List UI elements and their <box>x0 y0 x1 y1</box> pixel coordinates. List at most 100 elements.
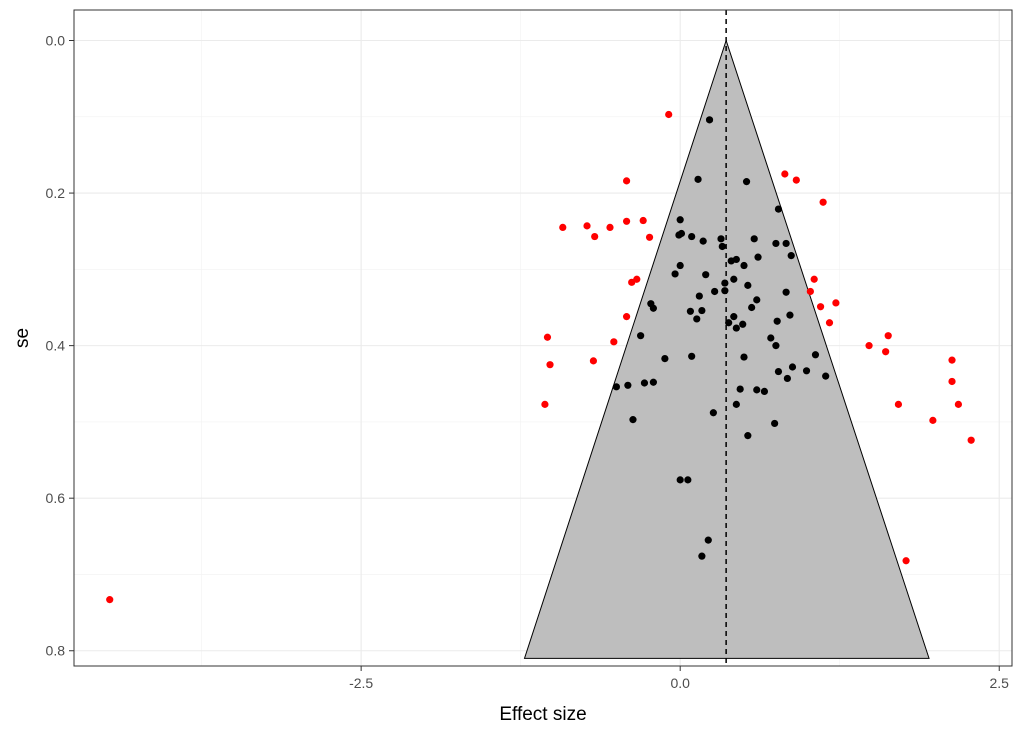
point-inside <box>754 253 762 261</box>
x-axis: -2.5 0.0 2.5 <box>349 666 1009 691</box>
point-inside <box>649 378 657 386</box>
point-inside <box>730 275 738 283</box>
point-inside <box>802 367 811 375</box>
point-inside <box>676 261 684 270</box>
point-inside <box>748 303 756 312</box>
point-inside <box>624 381 632 389</box>
point-inside <box>688 232 696 241</box>
x-tick-label: 2.5 <box>990 675 1010 691</box>
point-inside <box>702 271 710 279</box>
point-outside <box>781 170 789 178</box>
point-inside <box>637 332 645 340</box>
y-tick-label: 0.2 <box>46 185 66 201</box>
point-outside <box>832 299 840 307</box>
point-inside <box>782 288 790 296</box>
point-outside <box>589 357 598 365</box>
point-outside <box>583 222 591 230</box>
point-outside <box>622 313 631 321</box>
point-inside <box>676 216 684 224</box>
point-inside <box>725 319 733 327</box>
point-inside <box>732 255 740 264</box>
point-inside <box>705 116 714 124</box>
y-tick-label: 0.8 <box>46 643 66 659</box>
point-inside <box>811 351 820 359</box>
point-inside <box>750 235 758 243</box>
point-inside <box>704 536 712 544</box>
point-inside <box>661 354 669 363</box>
point-outside <box>622 177 631 185</box>
point-outside <box>633 275 641 283</box>
point-inside <box>822 372 830 380</box>
x-tick-label: -2.5 <box>349 675 373 691</box>
point-outside <box>622 217 631 225</box>
point-outside <box>884 332 892 340</box>
point-inside <box>671 270 679 278</box>
point-inside <box>740 261 748 270</box>
point-inside <box>721 287 729 295</box>
point-inside <box>677 229 686 238</box>
point-inside <box>721 279 729 287</box>
point-inside <box>709 409 717 417</box>
point-outside <box>929 416 937 424</box>
point-outside <box>816 303 825 311</box>
point-inside <box>693 315 701 323</box>
x-axis-title: Effect size <box>499 704 586 725</box>
point-inside <box>739 320 747 328</box>
point-outside <box>882 348 890 356</box>
point-outside <box>894 400 903 408</box>
point-inside <box>783 374 791 383</box>
point-inside <box>699 237 707 245</box>
point-outside <box>639 216 647 225</box>
x-tick-label: 0.0 <box>670 675 690 691</box>
point-outside <box>591 232 599 241</box>
point-outside <box>106 596 114 604</box>
panel-border <box>73 9 1013 667</box>
point-inside <box>773 317 781 325</box>
point-outside <box>954 400 963 408</box>
y-tick-label: 0.4 <box>46 338 66 354</box>
point-inside <box>753 296 761 304</box>
point-outside <box>546 361 554 369</box>
y-tick-label: 0.0 <box>46 33 66 49</box>
point-inside <box>676 476 684 484</box>
point-inside <box>698 552 706 560</box>
point-inside <box>629 416 637 424</box>
point-inside <box>744 432 752 440</box>
point-inside <box>782 239 790 248</box>
point-inside <box>736 385 744 393</box>
point-outside <box>948 356 956 364</box>
point-inside <box>744 281 752 289</box>
point-inside <box>753 386 761 394</box>
points <box>106 110 975 604</box>
point-inside <box>772 239 780 248</box>
point-inside <box>684 476 692 484</box>
point-inside <box>695 292 703 300</box>
point-inside <box>774 205 783 213</box>
point-inside <box>732 324 740 332</box>
point-inside <box>718 242 726 251</box>
point-outside <box>902 557 910 565</box>
y-axis: 0.0 0.2 0.4 0.6 0.8 <box>46 33 74 659</box>
point-outside <box>610 338 618 346</box>
point-outside <box>606 223 614 231</box>
point-outside <box>543 333 552 341</box>
point-outside <box>792 176 800 184</box>
point-inside <box>787 252 795 260</box>
point-inside <box>686 307 695 315</box>
point-outside <box>541 400 549 408</box>
point-inside <box>732 400 740 408</box>
point-outside <box>645 233 654 241</box>
point-outside <box>665 110 673 119</box>
point-inside <box>649 304 657 312</box>
point-outside <box>819 198 827 206</box>
point-inside <box>760 387 769 395</box>
y-tick-label: 0.6 <box>46 490 66 506</box>
point-inside <box>742 178 751 186</box>
point-inside <box>774 367 783 376</box>
point-inside <box>740 353 748 361</box>
point-inside <box>694 175 702 183</box>
point-inside <box>717 235 725 243</box>
point-inside <box>786 311 794 319</box>
point-inside <box>688 352 696 360</box>
